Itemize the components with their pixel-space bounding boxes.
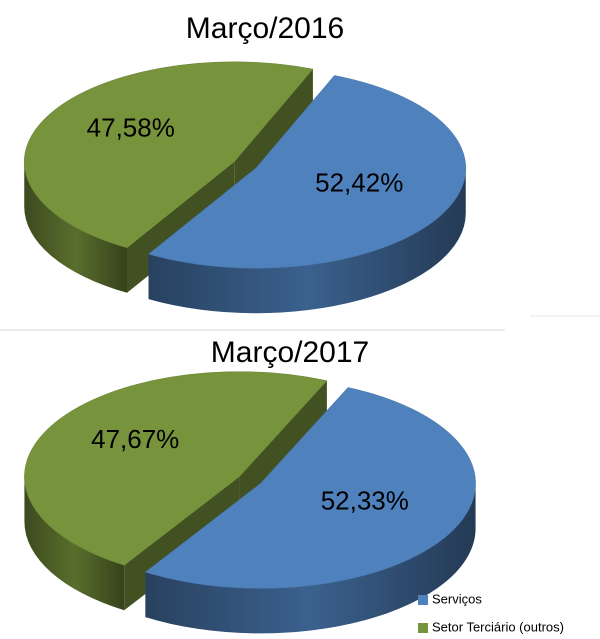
- pie-slice: [24, 61, 314, 249]
- chart-title: Março/2017: [211, 336, 369, 369]
- value-label: 47,67%: [91, 424, 179, 454]
- legend-label: Setor Terciário (outros): [432, 619, 564, 634]
- slice-side: [148, 168, 466, 314]
- value-label: 52,33%: [321, 486, 409, 516]
- value-label: 52,42%: [315, 167, 403, 197]
- slice-side: [145, 483, 476, 634]
- value-label: 47,58%: [87, 112, 175, 142]
- slice-side: [24, 161, 127, 293]
- pie-slice: [147, 75, 466, 269]
- chart-title: Março/2016: [186, 12, 344, 45]
- pie-slice: [144, 387, 476, 589]
- legend-swatch: [418, 595, 428, 605]
- legend-swatch: [418, 623, 428, 633]
- legend-label: Serviços: [432, 591, 482, 606]
- slice-side: [24, 476, 125, 611]
- pie-slice: [24, 371, 328, 566]
